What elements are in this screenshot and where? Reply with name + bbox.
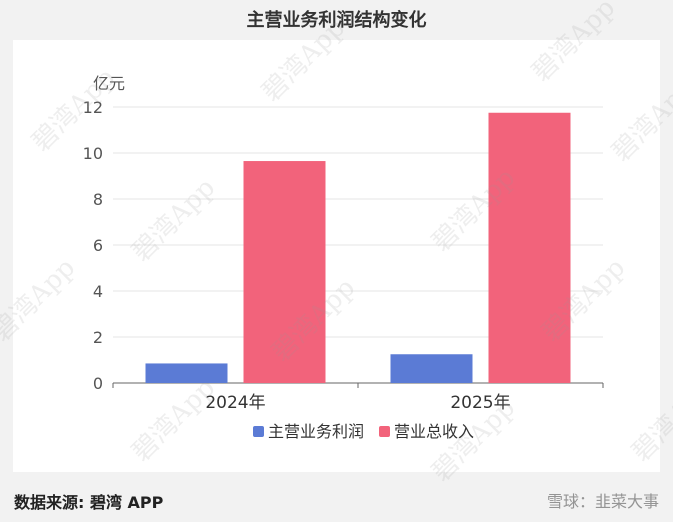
bar <box>243 161 326 383</box>
x-tick-label: 2025年 <box>450 393 510 413</box>
y-tick-label: 0 <box>93 374 103 393</box>
legend-label: 主营业务利润 <box>268 422 364 441</box>
chart-panel: 0 2 4 6 8 10 12 亿元 2024年 2025年主营业务利润 营业总收入 <box>13 40 660 472</box>
y-tick-label: 2 <box>93 328 103 347</box>
y-tick-label: 8 <box>93 190 103 209</box>
legend-label: 营业总收入 <box>394 422 474 441</box>
y-tick-label: 12 <box>83 98 103 117</box>
y-tick-label: 10 <box>83 144 103 163</box>
bar <box>145 363 228 383</box>
legend-swatch <box>253 426 264 437</box>
y-axis-label: 亿元 <box>93 74 125 93</box>
x-tick-label: 2024年 <box>205 393 265 413</box>
y-tick-label: 6 <box>93 236 103 255</box>
brand-watermark: 雪球：韭菜大事 <box>546 492 659 511</box>
data-source-label: 数据来源: 碧湾 APP <box>14 493 164 512</box>
chart-title: 主营业务利润结构变化 <box>246 10 427 31</box>
bar <box>390 354 473 383</box>
bar <box>488 112 571 383</box>
y-tick-label: 4 <box>93 282 103 301</box>
legend-swatch <box>379 426 390 437</box>
